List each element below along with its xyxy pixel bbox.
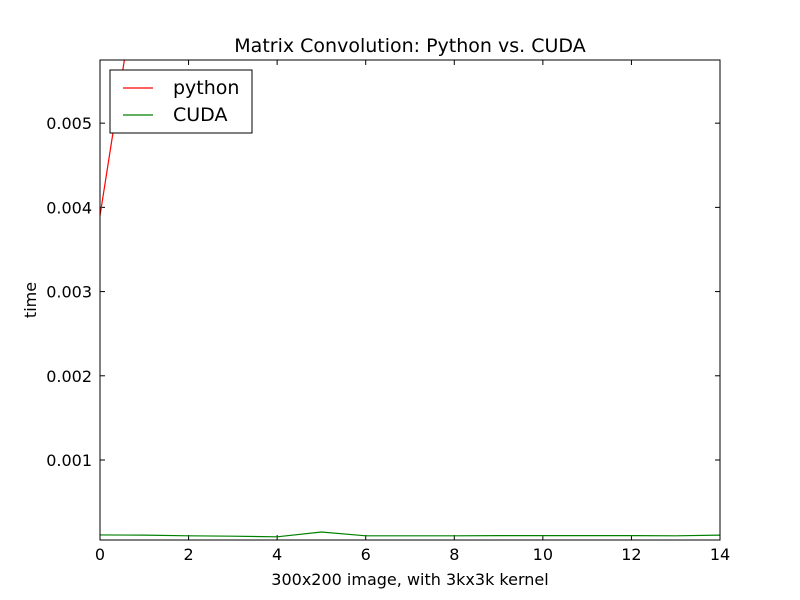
y-tick-label: 0.001 <box>46 451 92 470</box>
y-tick-label: 0.004 <box>46 198 92 217</box>
x-tick-label: 10 <box>533 545 553 564</box>
x-tick-label: 6 <box>361 545 371 564</box>
legend-box <box>109 69 253 134</box>
x-tick-label: 4 <box>272 545 282 564</box>
x-tick-label: 12 <box>621 545 641 564</box>
y-tick-label: 0.003 <box>46 283 92 302</box>
x-tick-label: 0 <box>95 545 105 564</box>
y-axis-ticks: 0.001 0.002 0.003 0.004 0.005 <box>46 114 720 470</box>
chart-title: Matrix Convolution: Python vs. CUDA <box>234 35 585 57</box>
legend-label-cuda: CUDA <box>173 104 227 126</box>
series-line-cuda <box>100 531 720 538</box>
x-tick-label: 14 <box>710 545 730 564</box>
y-tick-label: 0.002 <box>46 367 92 386</box>
legend-label-python: python <box>173 77 239 99</box>
x-axis-label: 300x200 image, with 3kx3k kernel <box>271 570 548 589</box>
y-axis-label: time <box>21 282 40 318</box>
x-tick-label: 2 <box>183 545 193 564</box>
y-tick-label: 0.005 <box>46 114 92 133</box>
x-axis-ticks: 0 2 4 6 8 10 12 14 <box>95 60 730 564</box>
x-tick-label: 8 <box>449 545 459 564</box>
plot-frame <box>99 59 721 541</box>
legend: python CUDA <box>109 69 253 134</box>
